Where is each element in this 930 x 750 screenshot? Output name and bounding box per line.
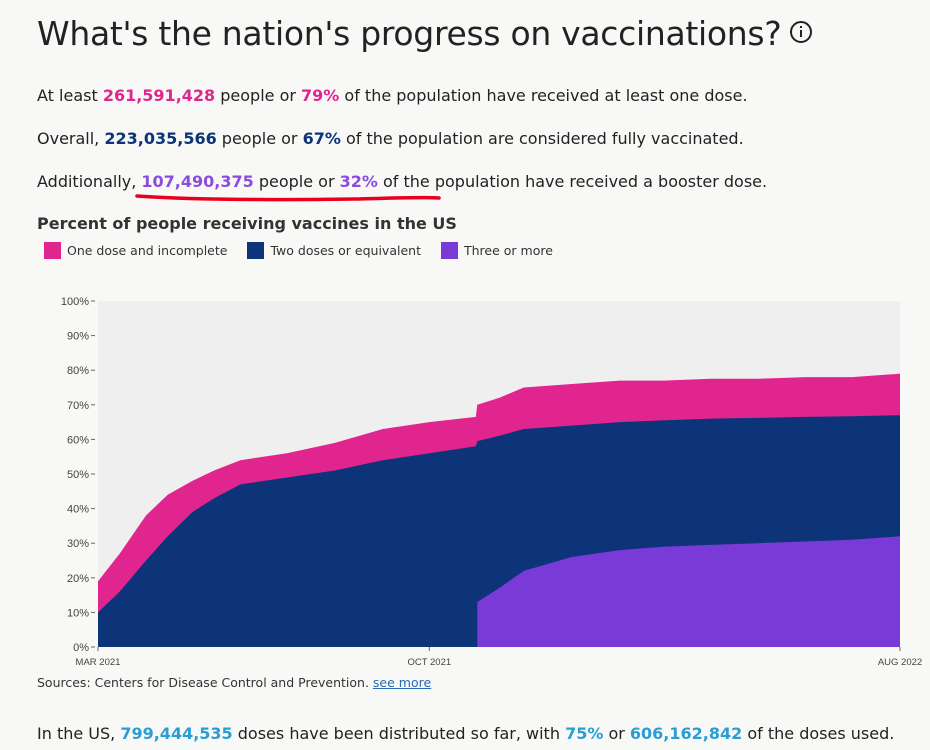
doses-or: or	[603, 724, 630, 743]
highlight-underline	[135, 194, 441, 202]
doses-used: 606,162,842	[629, 724, 743, 743]
stat-booster-count: 107,490,375	[141, 172, 254, 191]
doses-summary: In the US, 799,444,535 doses have been d…	[37, 724, 894, 743]
legend-swatch-one-dose	[44, 242, 61, 259]
legend-swatch-three-plus	[440, 242, 458, 259]
doses-percent-used: 75%	[565, 724, 604, 743]
y-axis: 0% 10% 20% 30% 40% 50% 60% 70% 80% 90% 100%	[61, 296, 95, 654]
y-tick-label: 100%	[61, 296, 89, 308]
chart-title: Percent of people receiving vaccines in …	[37, 214, 457, 233]
stat-one-dose-count: 261,591,428	[102, 86, 216, 105]
y-tick-label: 40%	[67, 504, 89, 516]
y-tick-label: 60%	[67, 434, 89, 446]
doses-middle: doses have been distributed so far, with	[232, 724, 566, 743]
legend-item-two-doses: Two doses or equivalent	[247, 242, 421, 259]
stat-fully-vaccinated: Overall, 223,035,566 people or 67% of th…	[37, 129, 744, 148]
y-tick-label: 70%	[67, 400, 89, 412]
y-tick-label: 80%	[67, 365, 89, 377]
y-tick-label: 30%	[67, 538, 89, 550]
x-tick-label: OCT 2021	[408, 657, 452, 668]
legend-label-one-dose: One dose and incomplete	[67, 243, 228, 258]
x-tick-label: MAR 2021	[76, 657, 121, 668]
area-three-plus	[477, 536, 900, 647]
stat-fully-percent: 67%	[302, 129, 341, 148]
chart-legend: One dose and incomplete Two doses or equ…	[44, 242, 573, 259]
y-tick-label: 0%	[73, 642, 89, 654]
doses-suffix: of the doses used.	[742, 724, 895, 743]
stat-booster-prefix: Additionally,	[37, 172, 142, 191]
legend-item-three-plus: Three or more	[440, 242, 553, 259]
y-tick-label: 10%	[67, 607, 89, 619]
legend-swatch-two-doses	[247, 242, 265, 259]
stat-booster: Additionally, 107,490,375 people or 32% …	[37, 172, 767, 191]
stat-booster-suffix: of the population have received a booste…	[377, 172, 768, 191]
stat-fully-suffix: of the population are considered fully v…	[340, 129, 744, 148]
stat-booster-middle: people or	[253, 172, 340, 191]
sources: Sources: Centers for Disease Control and…	[37, 675, 431, 690]
y-tick-label: 90%	[67, 331, 89, 343]
stat-one-dose-percent: 79%	[301, 86, 340, 105]
stat-one-dose-suffix: of the population have received at least…	[339, 86, 748, 105]
info-circle-icon[interactable]	[789, 20, 812, 43]
y-tick-label: 50%	[67, 469, 89, 481]
legend-label-three-plus: Three or more	[463, 243, 553, 258]
legend-label-two-doses: Two doses or equivalent	[270, 243, 421, 258]
see-more-link[interactable]: see more	[372, 675, 432, 690]
stat-one-dose: At least 261,591,428 people or 79% of th…	[37, 86, 748, 105]
page-title: What's the nation's progress on vaccinat…	[37, 14, 812, 53]
legend-item-one-dose: One dose and incomplete	[44, 242, 227, 259]
x-tick-label: AUG 2022	[878, 657, 922, 668]
stat-one-dose-prefix: At least	[37, 86, 103, 105]
vaccination-area-chart: 0% 10% 20% 30% 40% 50% 60% 70% 80% 90% 100% MAR 202…	[61, 296, 922, 668]
stat-fully-middle: people or	[216, 129, 303, 148]
x-axis: MAR 2021 OCT 2021 AUG 2022	[76, 647, 922, 668]
stat-one-dose-middle: people or	[215, 86, 302, 105]
doses-distributed: 799,444,535	[120, 724, 233, 743]
stat-booster-percent: 32%	[339, 172, 378, 191]
doses-prefix: In the US,	[37, 724, 121, 743]
sources-label: Sources: Centers for Disease Control and…	[37, 675, 369, 690]
stat-fully-prefix: Overall,	[37, 129, 105, 148]
page-title-text: What's the nation's progress on vaccinat…	[37, 14, 782, 53]
y-tick-label: 20%	[67, 573, 89, 585]
stat-fully-count: 223,035,566	[104, 129, 217, 148]
